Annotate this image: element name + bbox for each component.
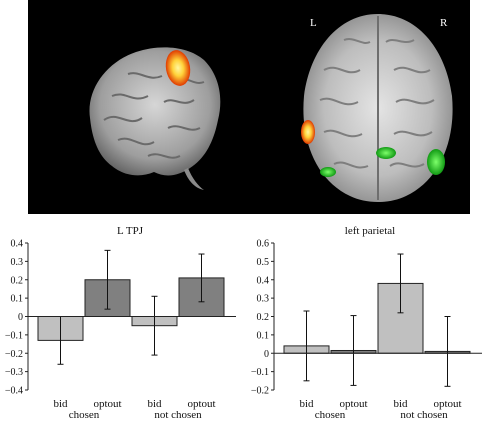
x-category-label: bid bbox=[147, 398, 162, 410]
y-tick-label: 0.5 bbox=[257, 257, 270, 268]
y-tick-label: −0.4 bbox=[5, 386, 23, 397]
x-category-label: bid bbox=[299, 398, 314, 410]
brain-render: L R bbox=[89, 14, 453, 202]
y-tick-label: −0.1 bbox=[5, 330, 23, 341]
y-tick-label: 0.1 bbox=[11, 294, 24, 305]
x-category-label: optout bbox=[93, 398, 121, 410]
y-tick-label: −0.1 bbox=[251, 367, 269, 378]
x-category-label: optout bbox=[187, 398, 215, 410]
lateral-brain-view bbox=[89, 47, 221, 190]
right-orientation-label: R bbox=[440, 17, 448, 29]
y-tick-label: −0.3 bbox=[5, 367, 23, 378]
y-tick-label: 0.4 bbox=[257, 275, 270, 286]
y-tick-label: −0.2 bbox=[5, 349, 23, 360]
chart-title: left parietal bbox=[345, 225, 395, 237]
axial-brain-view bbox=[301, 14, 453, 202]
x-category-label: bid bbox=[393, 398, 408, 410]
y-tick-label: 0.6 bbox=[257, 239, 270, 250]
chart-left-parietal: left parietal 0.6 0.5 0.4 0.3 0.2 0.1 0 −0.1 −0.2… bbox=[251, 225, 482, 421]
y-tick-label: 0.3 bbox=[257, 294, 270, 305]
chart-title: L TPJ bbox=[117, 225, 144, 237]
x-group-label: chosen bbox=[315, 409, 346, 421]
y-tick-label: 0 bbox=[18, 312, 23, 323]
brain-image-panel: L R bbox=[28, 0, 470, 214]
y-tick-label: 0.2 bbox=[257, 312, 270, 323]
x-category-label: optout bbox=[433, 398, 461, 410]
x-group-label: not chosen bbox=[400, 409, 448, 421]
y-tick-label: −0.2 bbox=[251, 386, 269, 397]
x-group-label: not chosen bbox=[154, 409, 202, 421]
x-category-label: optout bbox=[339, 398, 367, 410]
y-tick-label: 0.3 bbox=[11, 257, 24, 268]
y-tick-label: 0.2 bbox=[11, 275, 24, 286]
left-orientation-label: L bbox=[310, 17, 317, 29]
y-tick-label: 0.4 bbox=[11, 239, 24, 250]
y-tick-label: 0.1 bbox=[257, 330, 270, 341]
x-group-label: chosen bbox=[69, 409, 100, 421]
chart-l-tpj: L TPJ 0.4 0.3 0.2 0.1 0 −0.1 −0.2 −0.3 −0.4 bid opt… bbox=[5, 225, 236, 421]
x-category-label: bid bbox=[53, 398, 68, 410]
y-tick-label: 0 bbox=[264, 349, 269, 360]
